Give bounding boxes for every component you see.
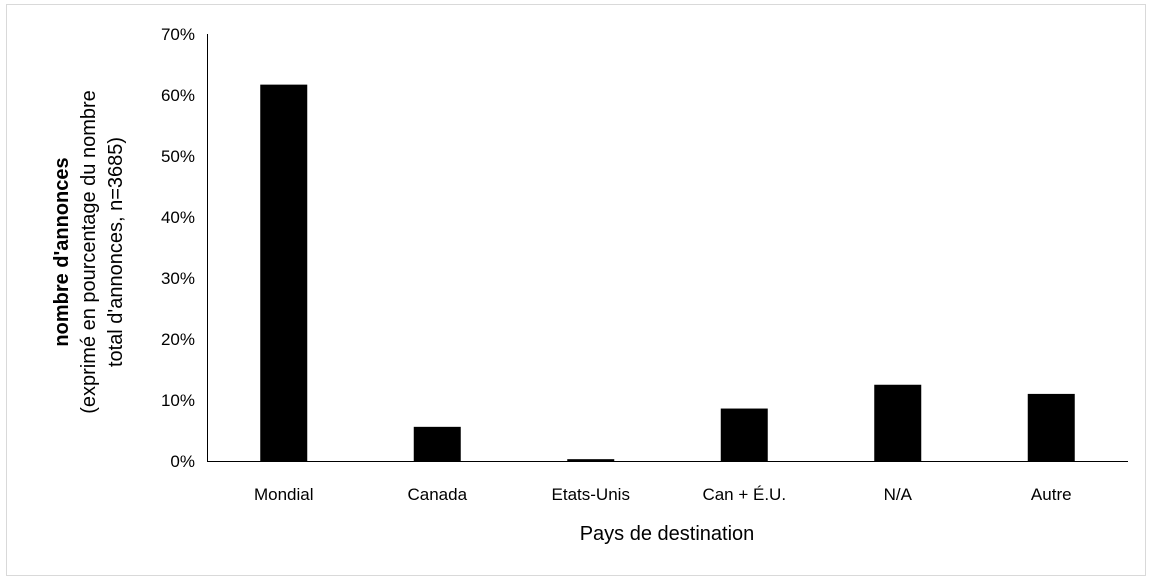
y-tick-label: 0%	[170, 452, 195, 471]
y-axis-title-line-1: nombre d'annonces	[51, 157, 73, 346]
y-tick-label: 50%	[161, 147, 195, 166]
x-tick-label: Etats-Unis	[552, 485, 630, 504]
bar	[567, 459, 615, 461]
bar	[720, 408, 768, 461]
y-tick-label: 30%	[161, 269, 195, 288]
y-tick-label: 40%	[161, 208, 195, 227]
x-axis-title: Pays de destination	[580, 523, 755, 545]
x-tick-label: Mondial	[254, 485, 314, 504]
x-tick-label: Canada	[407, 485, 467, 504]
y-axis-title-line-2: (exprimé en pourcentage du nombre	[78, 90, 100, 414]
bar	[260, 84, 308, 461]
y-tick-label: 60%	[161, 86, 195, 105]
y-tick-label: 20%	[161, 330, 195, 349]
y-axis-ticks: 0% 10% 20% 30% 40% 50% 60% 70%	[161, 25, 195, 471]
y-tick-label: 10%	[161, 391, 195, 410]
x-tick-label: Autre	[1031, 485, 1072, 504]
x-tick-label: Can + É.U.	[702, 485, 786, 504]
y-axis-title-line-3: total d'annonces, n=3685)	[105, 137, 127, 367]
bars	[260, 84, 1075, 461]
x-tick-label: N/A	[884, 485, 913, 504]
y-axis-title: nombre d'annonces (exprimé en pourcentag…	[51, 90, 127, 414]
bar	[874, 384, 922, 461]
chart-frame	[6, 4, 1146, 576]
y-tick-label: 70%	[161, 25, 195, 44]
x-axis-ticks: Mondial Canada Etats-Unis Can + É.U. N/A Autr…	[254, 485, 1072, 504]
bar	[413, 426, 461, 461]
bar	[1027, 393, 1075, 461]
